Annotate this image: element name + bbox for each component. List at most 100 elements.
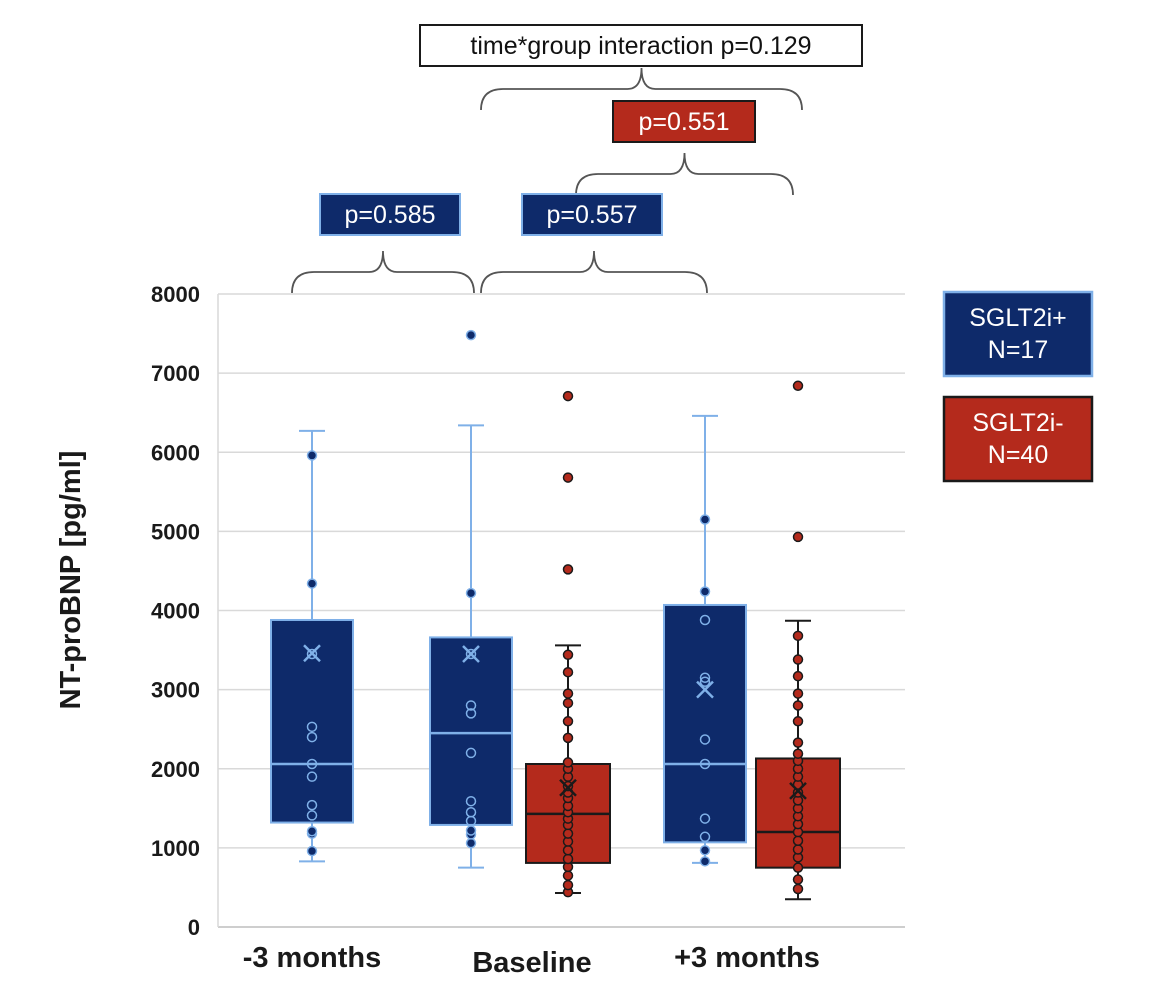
data-point <box>562 870 574 881</box>
box-sglt2i-2 <box>663 414 747 867</box>
data-point <box>562 828 574 839</box>
box-iqr <box>270 618 354 824</box>
data-point <box>699 758 711 770</box>
data-point <box>792 883 804 895</box>
box-sglt2i-0 <box>270 429 354 863</box>
box-sglt2i-1 <box>755 380 841 901</box>
outlier-point <box>562 472 574 483</box>
data-point <box>792 700 804 711</box>
data-point <box>562 649 574 661</box>
data-point <box>465 648 477 660</box>
data-point <box>562 666 574 678</box>
outlier-point <box>562 564 574 575</box>
box-series <box>270 329 841 901</box>
bracket-interaction <box>480 67 803 111</box>
x-tick-label: -3 months <box>243 942 382 974</box>
x-tick-label: Baseline <box>472 947 591 979</box>
y-axis-label: NT-proBNP [pg/ml] <box>55 451 87 710</box>
legend-count: N=17 <box>988 336 1048 364</box>
y-tick-label: 1000 <box>151 836 200 861</box>
p-value-label: p=0.585 <box>344 201 435 229</box>
p-value-box <box>319 193 461 236</box>
data-point <box>465 747 477 759</box>
p-value-box <box>521 193 663 236</box>
data-point <box>465 795 477 807</box>
data-point <box>562 757 574 768</box>
legend-count: N=40 <box>988 441 1048 469</box>
data-point <box>562 697 574 709</box>
legend-swatch <box>942 395 1094 483</box>
data-point <box>562 716 574 727</box>
p-value-label: p=0.551 <box>638 108 729 136</box>
y-tick-label: 3000 <box>151 678 200 703</box>
box-iqr <box>663 603 747 844</box>
data-point <box>562 688 574 699</box>
legend-swatch <box>942 290 1094 378</box>
data-point <box>699 514 711 525</box>
legend-label: SGLT2i- <box>972 409 1063 437</box>
data-point <box>562 853 574 865</box>
data-point <box>699 813 711 824</box>
data-point <box>465 807 477 818</box>
legend-label: SGLT2i+ <box>969 304 1067 332</box>
data-point <box>699 614 711 626</box>
y-tick-label: 4000 <box>151 599 200 624</box>
data-point <box>792 737 804 748</box>
data-point <box>465 700 477 711</box>
y-tick-label: 5000 <box>151 519 200 544</box>
outlier-point <box>465 329 477 341</box>
data-point <box>306 450 318 461</box>
interaction-label: time*group interaction p=0.129 <box>470 32 811 60</box>
data-point <box>792 748 804 759</box>
data-point <box>792 654 804 665</box>
mean-marker <box>789 782 807 800</box>
data-point <box>306 648 318 660</box>
data-point <box>465 837 477 849</box>
data-point <box>699 734 711 745</box>
data-point <box>306 799 318 811</box>
data-point <box>792 862 804 873</box>
annotations: p=0.585 p=0.557 p=0.551 time*group interact… <box>291 24 863 294</box>
data-point <box>562 844 574 856</box>
outlier-point <box>792 380 804 392</box>
mean-marker <box>559 778 577 797</box>
data-point <box>306 578 318 589</box>
data-point <box>465 708 477 719</box>
data-point <box>306 758 318 770</box>
data-point <box>792 630 804 642</box>
data-point <box>306 845 318 857</box>
x-tick-label: +3 months <box>674 942 820 974</box>
data-point <box>792 716 804 727</box>
box-sglt2i-1 <box>429 329 513 869</box>
data-point <box>792 670 804 682</box>
legend: SGLT2i+ N=17 SGLT2i- N=40 <box>942 290 1094 483</box>
data-point <box>699 844 711 856</box>
mean-marker <box>303 644 321 663</box>
data-point <box>562 732 574 744</box>
data-point <box>306 826 318 837</box>
outlier-point <box>562 390 574 402</box>
data-point <box>306 771 318 782</box>
y-tick-label: 8000 <box>151 282 200 307</box>
box-iqr <box>429 636 513 826</box>
bracket-557 <box>480 250 708 294</box>
data-point <box>306 721 318 733</box>
bracket-551 <box>575 152 794 196</box>
data-point <box>465 825 477 836</box>
y-tick-label: 6000 <box>151 440 200 465</box>
data-point <box>306 731 318 743</box>
outlier-point <box>792 531 804 543</box>
data-point <box>792 844 804 855</box>
data-point <box>699 856 711 867</box>
data-point <box>306 810 318 821</box>
data-point <box>699 586 711 597</box>
y-tick-label: 2000 <box>151 757 200 782</box>
data-point <box>792 835 804 847</box>
data-point <box>699 676 711 687</box>
interaction-box <box>419 24 863 67</box>
data-point <box>465 587 477 599</box>
y-tick-label: 7000 <box>151 361 200 386</box>
y-tick-label: 0 <box>188 915 200 940</box>
mean-marker <box>462 645 480 663</box>
